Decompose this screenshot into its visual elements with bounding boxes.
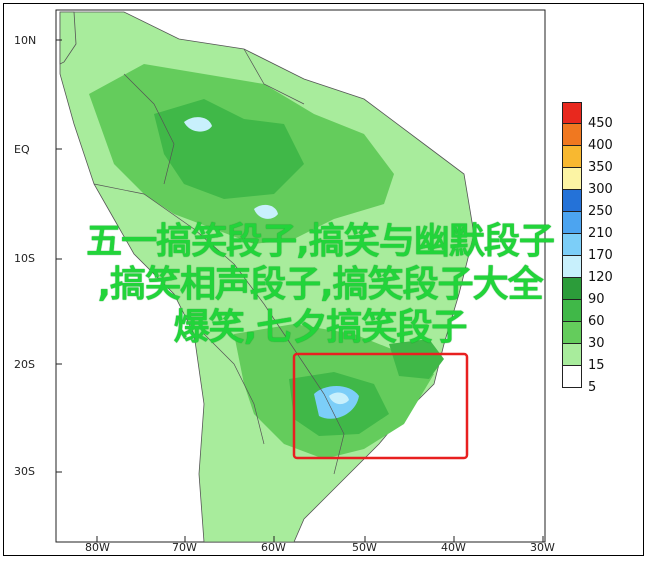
legend-label: 60 [588,314,605,329]
country-borders [93,48,345,475]
latitude-label-20s: 20S [14,358,35,371]
legend-label: 300 [588,182,613,197]
axis-ticks [56,39,544,542]
legend-swatch [562,168,582,190]
rain-spot-120-b [254,204,278,219]
rain-spot-120-c [329,392,349,405]
longitude-label-70w: 70W [172,541,197,554]
legend-swatch [562,102,582,124]
legend-label: 350 [588,160,613,175]
highlight-box [292,352,469,460]
legend-swatch [562,366,582,388]
legend-label: 450 [588,116,613,131]
legend-swatch [562,212,582,234]
map-panel [3,3,644,556]
latitude-label-10s: 10S [14,252,35,265]
latitude-label-30s: 30S [14,465,35,478]
legend-swatch [562,322,582,344]
legend-label: 15 [588,358,605,373]
longitude-label-50w: 50W [352,541,377,554]
legend-swatch [562,278,582,300]
legend-swatch [562,256,582,278]
legend-label: 90 [588,292,605,307]
legend-label: 250 [588,204,613,219]
legend-label: 400 [588,138,613,153]
precipitation-map [55,9,546,543]
longitude-label-80w: 80W [85,541,110,554]
legend-swatch [562,300,582,322]
legend-swatch [562,344,582,366]
latitude-label-eq: EQ [14,143,30,156]
legend-label: 210 [588,226,613,241]
legend-label: 30 [588,336,605,351]
latitude-label-10n: 10N [14,34,37,47]
legend-label: 5 [588,380,597,395]
longitude-label-40w: 40W [441,541,466,554]
longitude-label-30w: 30W [530,541,555,554]
legend-label: 120 [588,270,613,285]
rain-zone-heavy-ne [389,339,444,379]
legend-swatch [562,234,582,256]
longitude-label-60w: 60W [261,541,286,554]
legend-label: 170 [588,248,613,263]
rain-spot-120 [184,117,212,132]
legend-swatch [562,124,582,146]
legend-swatch [562,190,582,212]
legend-swatch [562,146,582,168]
central-america [59,11,77,65]
